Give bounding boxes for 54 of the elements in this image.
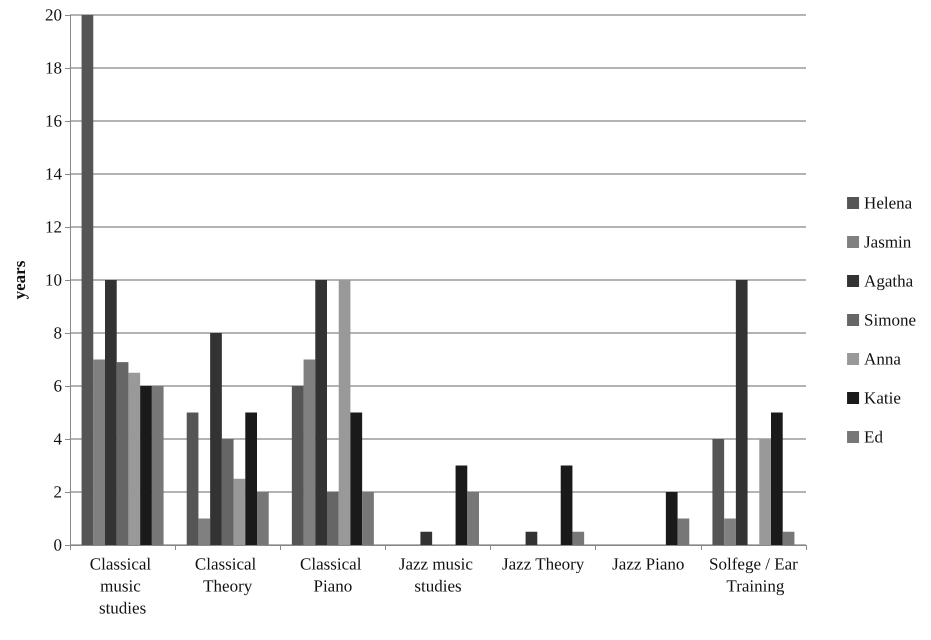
bar <box>350 412 362 545</box>
y-tick-label: 8 <box>54 324 62 342</box>
bar <box>560 466 572 545</box>
bar <box>257 492 269 545</box>
bar <box>467 492 480 545</box>
bar <box>152 386 164 545</box>
bar <box>526 532 538 545</box>
y-tick-label: 0 <box>54 536 62 554</box>
legend-label: Agatha <box>864 272 914 290</box>
x-tick-label: Jazz Theory <box>502 554 585 574</box>
y-tick-label: 14 <box>45 164 62 184</box>
bar <box>712 439 724 545</box>
bar <box>234 478 246 545</box>
bar <box>666 492 678 545</box>
y-tick-label: 18 <box>45 58 62 78</box>
bar <box>456 466 468 545</box>
bar <box>116 362 128 545</box>
bar <box>572 532 584 545</box>
bar <box>222 439 234 545</box>
x-tick-label: Classical music studies <box>90 554 156 618</box>
bar <box>105 280 117 545</box>
legend-label: Anna <box>864 350 902 368</box>
bar <box>678 518 690 545</box>
bar <box>186 412 198 545</box>
bar <box>782 532 794 545</box>
y-tick-label: 12 <box>45 218 62 236</box>
x-tick-label: Jazz Piano <box>612 554 684 574</box>
bar <box>292 386 304 545</box>
x-tick-label: Jazz music studies <box>398 554 478 596</box>
bar <box>362 492 374 545</box>
bar <box>315 280 327 545</box>
bar <box>736 280 748 545</box>
bar <box>327 492 339 545</box>
bar <box>140 386 152 545</box>
legend-label: Ed <box>864 428 884 446</box>
x-tick-label: Classical Piano <box>300 554 366 596</box>
bar <box>210 333 222 545</box>
legend-label: Jasmin <box>864 232 912 252</box>
legend-label: Simone <box>864 310 916 330</box>
y-tick-label: 16 <box>45 112 62 130</box>
y-tick-label: 6 <box>54 376 62 396</box>
bar <box>82 15 94 545</box>
y-axis-title: years <box>10 260 29 300</box>
y-tick-label: 4 <box>54 430 62 448</box>
y-tick-label: 2 <box>54 482 62 502</box>
x-tick-label: Classical Theory <box>194 554 261 596</box>
bar <box>771 412 783 545</box>
legend-label: Helena <box>864 194 913 212</box>
bar <box>420 532 432 545</box>
y-tick-label: 10 <box>45 270 62 290</box>
legend-label: Katie <box>864 388 901 408</box>
bar <box>245 412 258 545</box>
x-tick-label: Solfege / Ear Training <box>709 554 798 596</box>
y-tick-label: 20 <box>45 6 62 24</box>
